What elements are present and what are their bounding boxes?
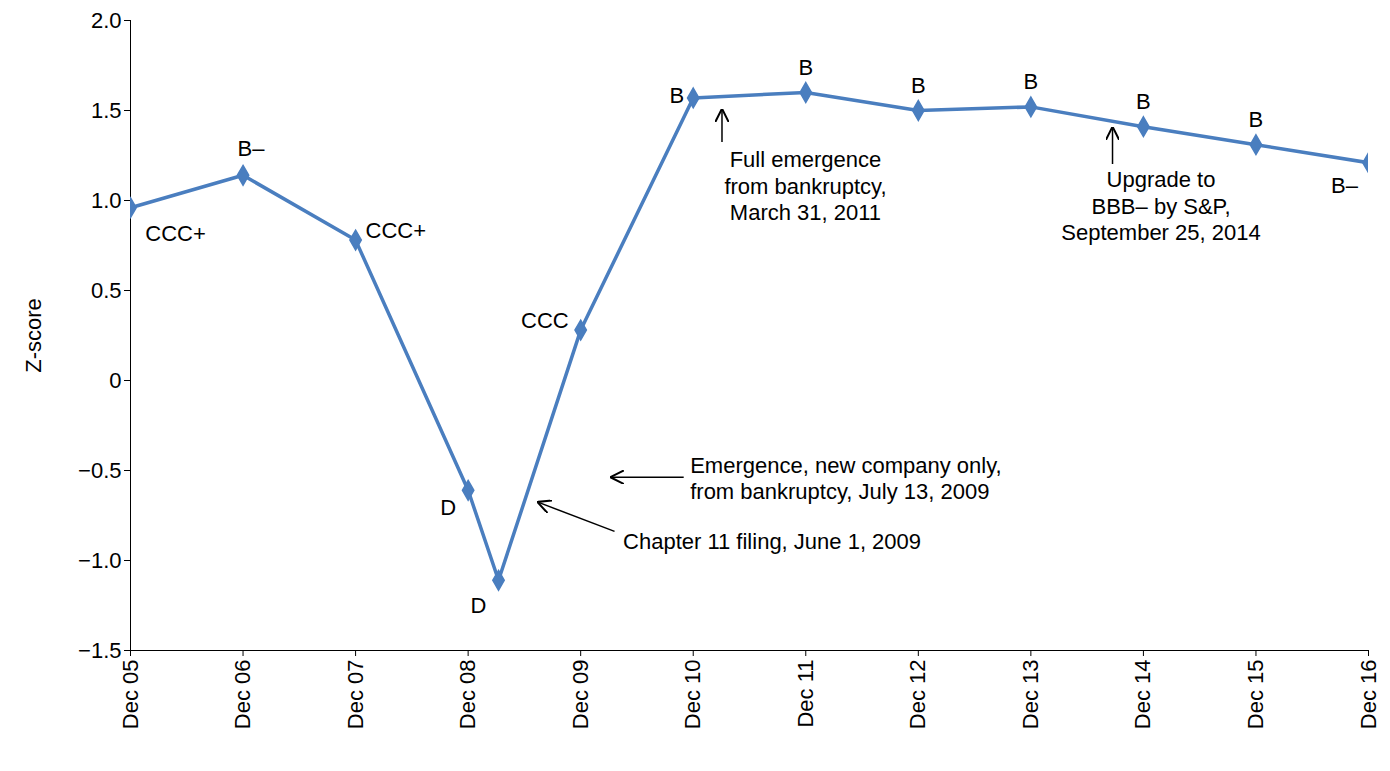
- svg-text:−0.5: −0.5: [78, 458, 121, 483]
- svg-text:−1.0: −1.0: [78, 548, 121, 573]
- svg-text:B: B: [1249, 107, 1264, 132]
- svg-text:B: B: [798, 55, 813, 80]
- svg-text:2.0: 2.0: [91, 8, 122, 33]
- svg-text:B: B: [911, 73, 926, 98]
- svg-text:Dec 09: Dec 09: [568, 660, 593, 730]
- svg-text:B: B: [1024, 69, 1039, 94]
- svg-text:B–: B–: [238, 136, 266, 161]
- svg-text:Upgrade toBBB– by S&P,Septembe: Upgrade toBBB– by S&P,September 25, 2014: [1061, 167, 1260, 245]
- svg-text:Dec 11: Dec 11: [793, 660, 818, 728]
- svg-text:1.5: 1.5: [91, 98, 122, 123]
- svg-text:Dec 07: Dec 07: [343, 660, 368, 730]
- svg-text:Dec 13: Dec 13: [1018, 660, 1043, 730]
- svg-text:B: B: [670, 83, 685, 108]
- svg-text:Dec 14: Dec 14: [1130, 660, 1155, 730]
- svg-text:0.5: 0.5: [91, 278, 122, 303]
- svg-text:Dec 06: Dec 06: [230, 660, 255, 730]
- svg-text:Emergence, new company only,fr: Emergence, new company only,from bankrup…: [690, 453, 1001, 504]
- svg-text:D: D: [471, 593, 487, 618]
- svg-text:Dec 12: Dec 12: [905, 660, 930, 730]
- svg-text:Dec 05: Dec 05: [118, 660, 143, 730]
- svg-text:1.0: 1.0: [91, 188, 122, 213]
- svg-text:−1.5: −1.5: [78, 638, 121, 663]
- svg-text:Dec 10: Dec 10: [680, 660, 705, 730]
- svg-text:D: D: [440, 495, 456, 520]
- svg-text:CCC: CCC: [521, 308, 569, 333]
- svg-text:Full emergencefrom bankruptcy,: Full emergencefrom bankruptcy,March 31, …: [724, 147, 886, 225]
- svg-text:CCC+: CCC+: [366, 218, 427, 243]
- svg-text:Z-score: Z-score: [21, 298, 46, 373]
- svg-text:Dec 16: Dec 16: [1356, 660, 1381, 730]
- svg-text:B: B: [1136, 89, 1151, 114]
- svg-text:Dec 15: Dec 15: [1243, 660, 1268, 730]
- svg-text:Dec 08: Dec 08: [455, 660, 480, 730]
- svg-text:0: 0: [109, 368, 121, 393]
- svg-text:Chapter 11 filing, June 1, 200: Chapter 11 filing, June 1, 2009: [623, 529, 921, 554]
- svg-text:B–: B–: [1331, 173, 1359, 198]
- svg-text:CCC+: CCC+: [145, 221, 206, 246]
